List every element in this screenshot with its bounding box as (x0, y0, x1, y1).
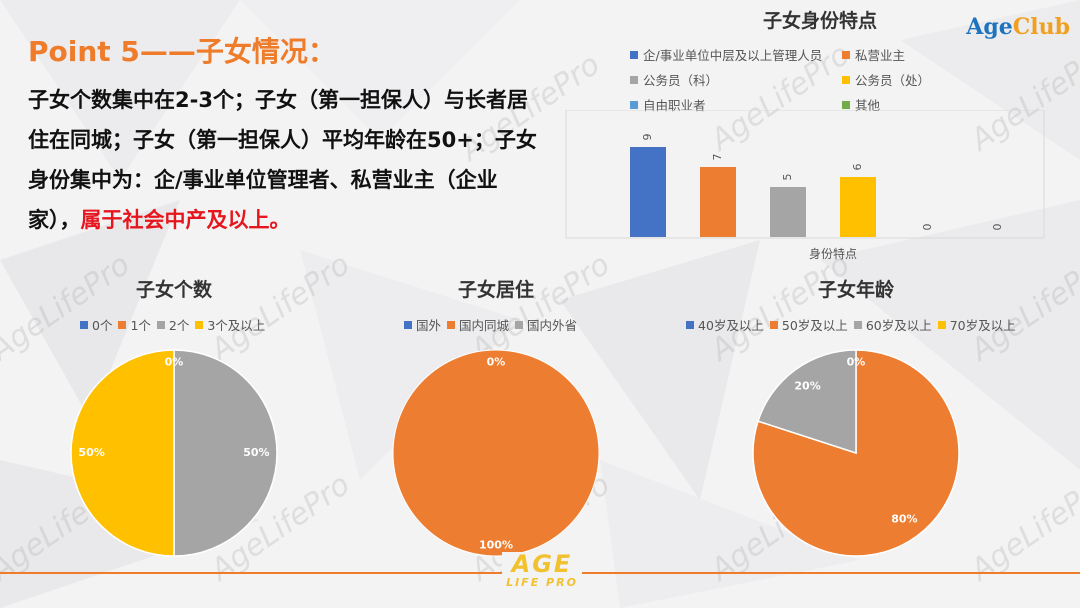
legend-swatch (515, 320, 524, 329)
legend-item: 自由职业者 (630, 95, 842, 114)
pie-data-label: 100% (479, 539, 513, 552)
logo-part-2: Club (1012, 14, 1070, 40)
legend-item: 1个 (118, 315, 151, 334)
legend-swatch (404, 320, 412, 329)
ageclub-logo: AgeClub (966, 14, 1070, 40)
pie-slice (757, 349, 857, 455)
pie-data-label: 0% (847, 355, 866, 368)
pie-residence-legend: 国外 国内同城 国内外省 (404, 315, 604, 334)
legend-label: 私营业主 (855, 48, 906, 63)
pie-data-label: 50% (78, 446, 104, 459)
pie-slice (752, 349, 960, 557)
legend-item: 40岁及以上 (686, 315, 764, 334)
pie-data-label: 0% (165, 355, 184, 368)
legend-swatch (630, 75, 638, 84)
legend-swatch (937, 320, 946, 329)
pie-children-count-legend: 0个 1个 2个 3个及以上 (80, 315, 300, 334)
summary-text: 子女个数集中在2-3个；子女（第一担保人）与长者居住在同城；子女（第一担保人）平… (28, 80, 538, 240)
bar-data-label: 0 (921, 224, 934, 231)
legend-item: 企/事业单位中层及以上管理人员 (630, 45, 842, 64)
legend-swatch (118, 320, 127, 329)
legend-item: 国外 (404, 315, 441, 334)
bar-data-label: 6 (851, 164, 864, 171)
legend-item: 其他 (842, 95, 950, 114)
bar-data-label: 7 (711, 154, 724, 161)
legend-swatch (447, 320, 456, 329)
legend-label: 3个及以上 (207, 318, 266, 333)
legend-swatch (80, 320, 88, 329)
pie-age-title: 子女年龄 (817, 279, 894, 301)
legend-label: 70岁及以上 (949, 318, 1016, 333)
legend-swatch (156, 320, 165, 329)
legend-label: 国内外省 (527, 318, 578, 333)
bar-data-label: 9 (641, 134, 654, 141)
legend-swatch (769, 320, 778, 329)
legend-swatch (842, 75, 850, 84)
page-title: Point 5——子女情况： (28, 35, 336, 68)
summary-highlight: 属于社会中产及以上。 (80, 208, 291, 232)
pie-data-label: 20% (794, 379, 820, 392)
pie-residence-title: 子女居住 (457, 279, 534, 301)
legend-label: 2个 (168, 318, 190, 333)
legend-label: 0个 (92, 318, 113, 333)
legend-item: 国内同城 (447, 315, 509, 334)
legend-item: 2个 (156, 315, 190, 334)
bar-chart-title: 子女身份特点 (762, 10, 877, 32)
legend-item: 私营业主 (842, 45, 950, 64)
logo-part-1: Age (966, 14, 1013, 40)
legend-label: 其他 (855, 98, 881, 113)
agelifepro-logo: AGE LIFE PRO (502, 552, 582, 589)
legend-label: 自由职业者 (643, 98, 706, 113)
legend-item: 国内外省 (515, 315, 577, 334)
legend-item: 公务员（科） (630, 70, 842, 89)
pie-age: 80% 20% 0% (752, 349, 960, 557)
bar (630, 147, 666, 237)
x-axis-label: 身份特点 (809, 246, 857, 261)
bar (840, 177, 876, 237)
legend-swatch (686, 320, 694, 329)
pie-slice (70, 349, 175, 557)
logo-lifepro: LIFE PRO (506, 576, 578, 589)
legend-item: 0个 (80, 315, 112, 334)
legend-item: 60岁及以上 (853, 315, 932, 334)
pie-age-legend: 40岁及以上 50岁及以上 60岁及以上 70岁及以上 (686, 315, 1036, 334)
legend-swatch (195, 320, 204, 329)
bar (770, 187, 806, 237)
pie-residence: 100% 0% (392, 349, 600, 557)
pie-data-label: 80% (891, 513, 917, 526)
legend-label: 企/事业单位中层及以上管理人员 (643, 48, 823, 63)
legend-label: 国外 (416, 318, 442, 333)
pie-data-label: 0% (487, 355, 506, 368)
legend-item: 70岁及以上 (937, 315, 1016, 334)
bar-chart: 9 7 5 6 0 0 身份特点 (565, 110, 1045, 261)
legend-swatch (853, 320, 862, 329)
plot-area (565, 110, 1045, 239)
pie-data-label: 50% (243, 446, 269, 459)
legend-label: 公务员（科） (643, 73, 719, 88)
legend-item: 公务员（处） (842, 70, 950, 89)
legend-label: 1个 (130, 318, 151, 333)
summary-body: 子女个数集中在2-3个；子女（第一担保人）与长者居住在同城；子女（第一担保人）平… (28, 88, 537, 232)
logo-age: AGE (511, 550, 573, 578)
pie-slice (392, 349, 600, 557)
legend-label: 40岁及以上 (698, 318, 764, 333)
legend-item: 50岁及以上 (769, 315, 848, 334)
bar-data-label: 5 (781, 174, 794, 181)
bar (700, 167, 736, 237)
legend-swatch (630, 100, 638, 109)
legend-label: 50岁及以上 (781, 318, 848, 333)
legend-label: 60岁及以上 (865, 318, 932, 333)
bar-data-label: 0 (991, 224, 1004, 231)
pie-slice (173, 349, 278, 557)
legend-item: 3个及以上 (195, 315, 265, 334)
legend-swatch (842, 100, 850, 109)
legend-label: 公务员（处） (855, 73, 931, 88)
pie-children-count: 0% 50% 50% (70, 349, 278, 557)
bar-chart-legend: 企/事业单位中层及以上管理人员 私营业主公务员（科） 公务员（处） 自由职业者 其他 (630, 45, 950, 114)
pie-children-count-title: 子女个数 (135, 279, 212, 301)
legend-swatch (842, 50, 850, 59)
legend-label: 国内同城 (459, 318, 510, 333)
legend-swatch (630, 50, 638, 59)
